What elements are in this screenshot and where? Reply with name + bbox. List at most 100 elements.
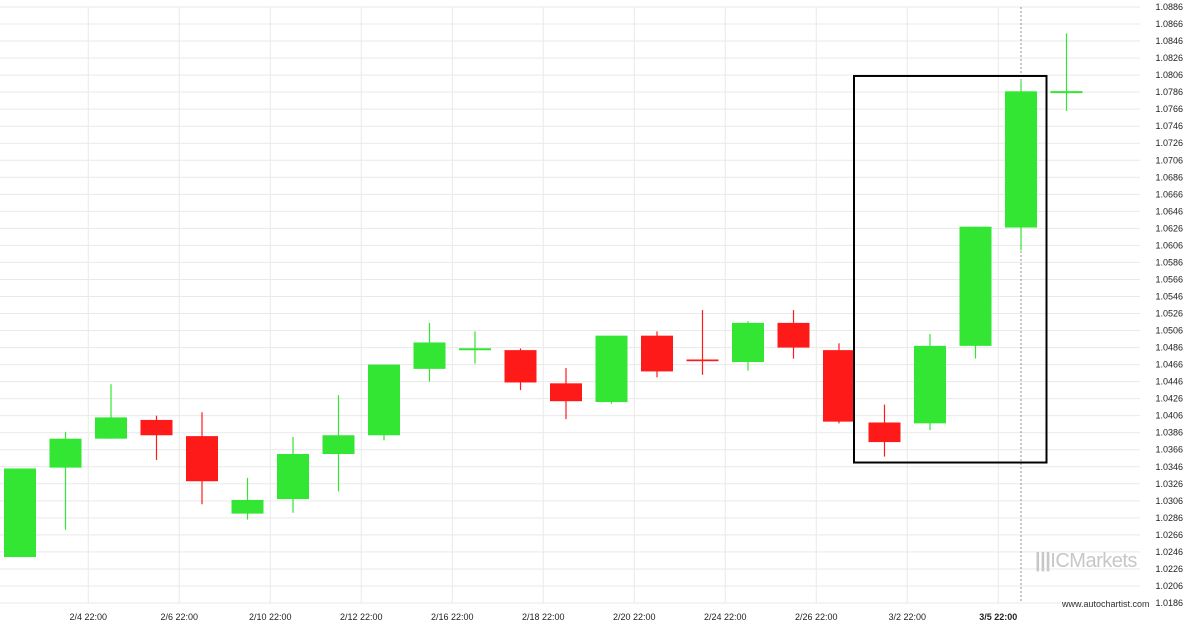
bullish-candle [368,364,400,441]
y-tick-label: 1.0686 [1155,172,1183,182]
y-tick-label: 1.0406 [1155,411,1183,421]
y-tick-label: 1.0826 [1155,53,1183,63]
y-tick-label: 1.0566 [1155,274,1183,284]
bullish-candle [914,333,946,431]
x-tick-label: 2/16 22:00 [431,612,474,622]
bullish-candle [959,226,992,359]
bullish-candle [322,395,355,492]
y-tick-label: 1.0446 [1155,377,1183,387]
candle-body [413,342,446,369]
candle-body [140,419,173,436]
y-tick-label: 1.0646 [1155,206,1183,216]
y-tick-label: 1.0326 [1155,479,1183,489]
candle-body [732,322,764,363]
x-tick-label: 2/12 22:00 [340,612,383,622]
bearish-candle [504,348,537,391]
candles [4,33,1083,558]
y-tick-label: 1.0706 [1155,155,1183,165]
bearish-candle [641,331,673,378]
y-tick-label: 1.0226 [1155,564,1183,574]
x-tick-label: 3/2 22:00 [888,612,926,622]
candle-body [95,417,127,439]
y-tick-label: 1.0806 [1155,70,1183,80]
y-tick-label: 1.0386 [1155,428,1183,438]
candle-body [823,350,855,422]
candle-body [49,438,82,468]
candle-body [231,499,264,514]
bearish-candle [823,343,855,424]
candle-body [4,468,36,558]
x-tick-label: 2/26 22:00 [795,612,838,622]
bearish-candle [550,368,582,420]
icmarkets-watermark: |||ICMarkets [1035,550,1137,573]
bearish-candle [868,404,901,457]
y-tick-label: 1.0426 [1155,394,1183,404]
candle-body [1005,91,1037,228]
bullish-candle [231,477,264,520]
y-tick-label: 1.0886 [1155,2,1183,12]
y-tick-label: 1.0606 [1155,240,1183,250]
candle-body [550,383,582,402]
pattern-highlight-box [853,74,1048,464]
bullish-candle [413,322,446,382]
y-tick-label: 1.0506 [1155,326,1183,336]
x-tick-label: 2/18 22:00 [522,612,565,622]
y-tick-label: 1.0366 [1155,445,1183,455]
bullish-candle [732,321,764,371]
y-tick-label: 1.0866 [1155,19,1183,29]
y-tick-label: 1.0786 [1155,87,1183,97]
candle-body [777,322,810,348]
bearish-candle [140,415,173,460]
y-tick-label: 1.0246 [1155,547,1183,557]
y-tick-label: 1.0466 [1155,360,1183,370]
y-tick-label: 1.0766 [1155,104,1183,114]
bullish-candle [49,431,82,530]
bullish-candle [95,384,127,439]
icmarkets-logo-icon: ||| [1035,550,1051,572]
y-tick-label: 1.0726 [1155,138,1183,148]
y-tick-label: 1.0546 [1155,291,1183,301]
candle-body [868,422,901,443]
bullish-candle [4,468,36,558]
bullish-candle [459,331,491,364]
x-tick-label: 3/5 22:00 [979,612,1017,622]
bullish-candle [277,436,309,513]
grid-lines [0,6,1140,604]
y-tick-label: 1.0206 [1155,581,1183,591]
y-axis-ticks: 1.0886 1.0866 1.0846 1.0826 1.0806 1.0786 1.07… [1155,2,1183,608]
bullish-candle [1050,33,1083,111]
y-tick-label: 1.0666 [1155,189,1183,199]
x-tick-label: 2/10 22:00 [249,612,292,622]
bearish-candle [777,310,810,359]
candle-body [641,335,673,372]
y-tick-label: 1.0346 [1155,462,1183,472]
y-tick-label: 1.0186 [1155,598,1183,608]
bullish-candle [595,335,628,404]
candle-body [686,359,719,362]
y-tick-label: 1.0586 [1155,257,1183,267]
y-tick-label: 1.0266 [1155,530,1183,540]
candle-body [914,345,946,424]
candle-body [368,364,400,436]
bearish-candle [686,310,719,375]
candle-body [277,454,309,500]
candle-body [322,435,355,454]
y-tick-label: 1.0626 [1155,223,1183,233]
bullish-candle [1005,81,1037,251]
candle-body [504,350,537,383]
bearish-candle [186,412,218,505]
y-tick-label: 1.0846 [1155,36,1183,46]
y-tick-label: 1.0746 [1155,121,1183,131]
x-tick-label: 2/4 22:00 [69,612,107,622]
footer-url: www.autochartist.com [1062,599,1150,609]
y-tick-label: 1.0306 [1155,496,1183,506]
x-tick-label: 2/6 22:00 [160,612,198,622]
x-tick-label: 2/24 22:00 [704,612,747,622]
watermark-brand: ICMarkets [1050,550,1137,572]
candle-body [186,436,218,482]
candle-body [959,226,992,346]
x-axis-ticks: 2/4 22:00 2/6 22:00 2/10 22:00 2/12 22:00 2/… [69,612,1017,622]
y-tick-label: 1.0286 [1155,513,1183,523]
y-tick-label: 1.0486 [1155,343,1183,353]
